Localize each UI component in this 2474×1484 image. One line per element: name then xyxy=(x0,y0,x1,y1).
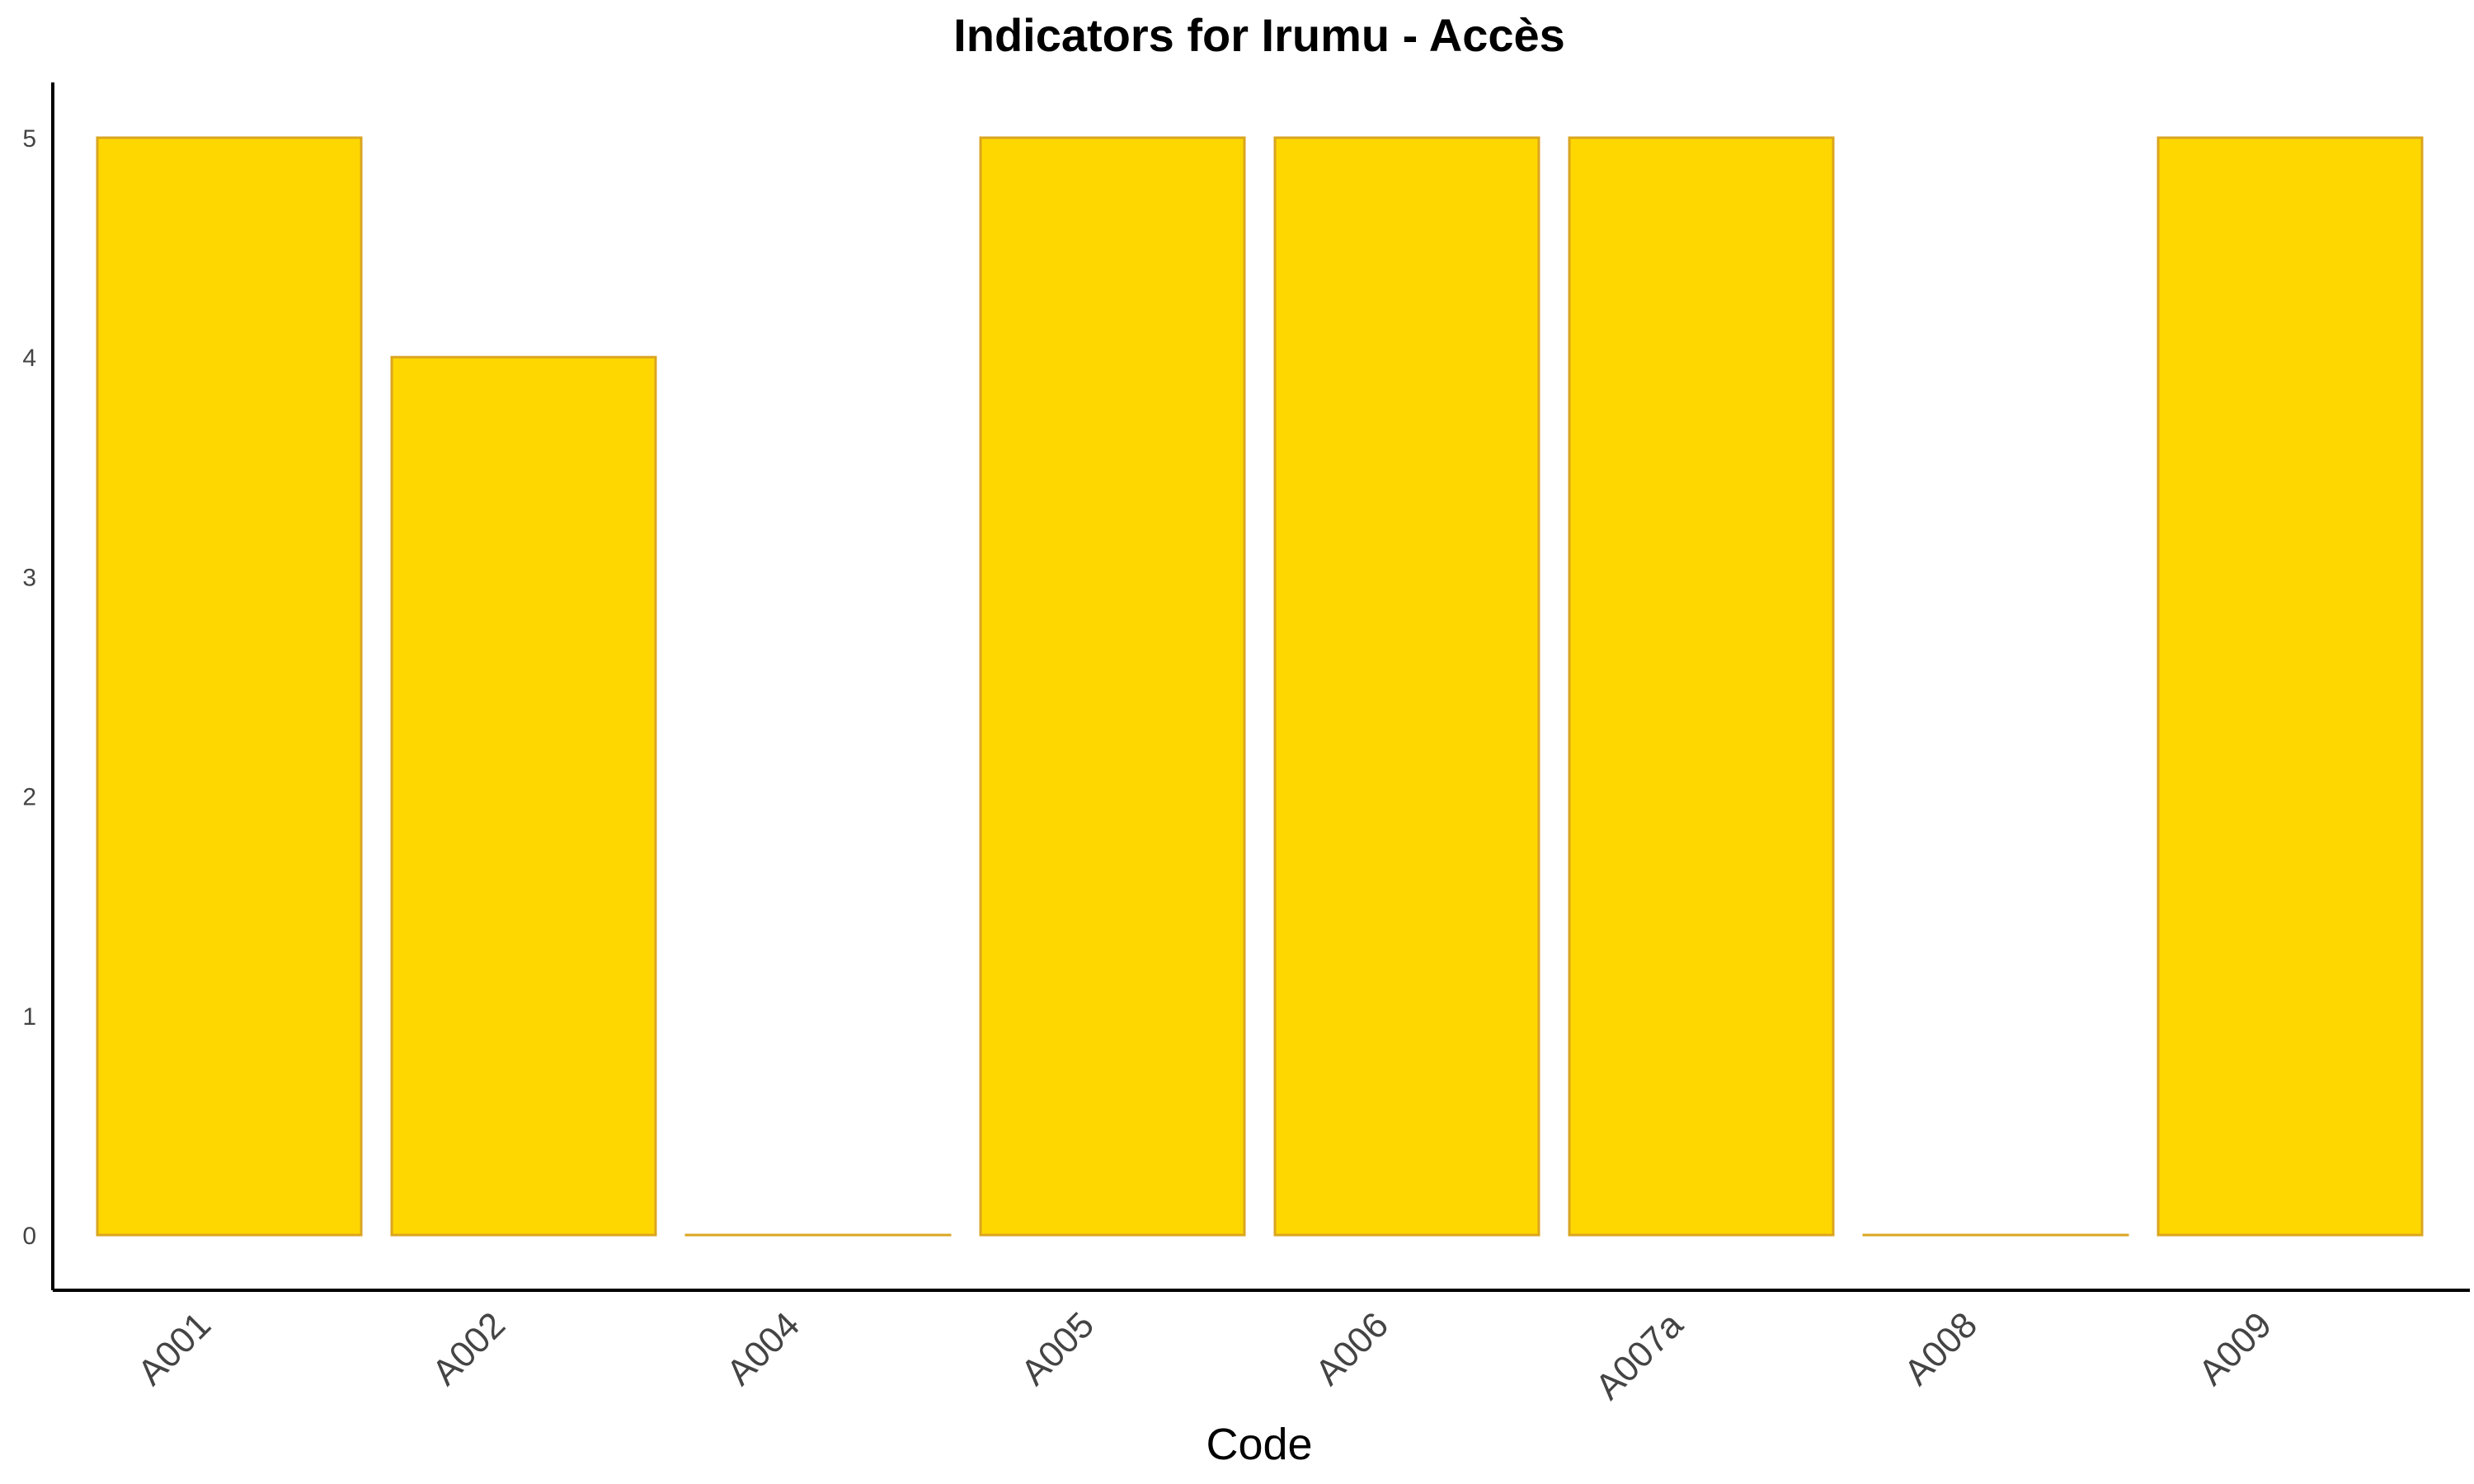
x-axis-ticks: A001 A002 A004 A005 A006 A007a A008 A009 xyxy=(130,1304,2279,1407)
x-tick-label-a005: A005 xyxy=(1014,1304,1102,1392)
bars-group xyxy=(96,136,2424,1237)
x-tick-label-a004: A004 xyxy=(719,1304,807,1392)
x-tick-label-a006: A006 xyxy=(1308,1304,1396,1392)
x-tick-label-a007a: A007a xyxy=(1587,1304,1691,1407)
y-tick-label-1: 1 xyxy=(22,1003,36,1031)
x-tick-label-a009: A009 xyxy=(2191,1304,2279,1392)
y-tick-label-0: 0 xyxy=(22,1223,36,1250)
bar-a006 xyxy=(1273,136,1540,1237)
y-axis-ticks: 0 1 2 3 4 5 xyxy=(22,125,36,1250)
x-tick-label-a001: A001 xyxy=(130,1304,219,1392)
x-tick-label-a008: A008 xyxy=(1897,1304,1985,1392)
bar-a001 xyxy=(96,136,363,1237)
bar-a005 xyxy=(979,136,1246,1237)
chart-title: Indicators for Irumu - Accès xyxy=(953,9,1565,61)
y-tick-label-5: 5 xyxy=(22,125,36,153)
x-tick-label-a002: A002 xyxy=(425,1304,513,1392)
y-tick-label-2: 2 xyxy=(22,784,36,811)
x-axis-label: Code xyxy=(1206,1420,1312,1469)
y-tick-label-4: 4 xyxy=(22,345,36,372)
y-tick-label-3: 3 xyxy=(22,564,36,591)
bar-a009 xyxy=(2157,136,2424,1237)
bar-a002 xyxy=(390,355,657,1237)
bar-a007a xyxy=(1568,136,1835,1237)
